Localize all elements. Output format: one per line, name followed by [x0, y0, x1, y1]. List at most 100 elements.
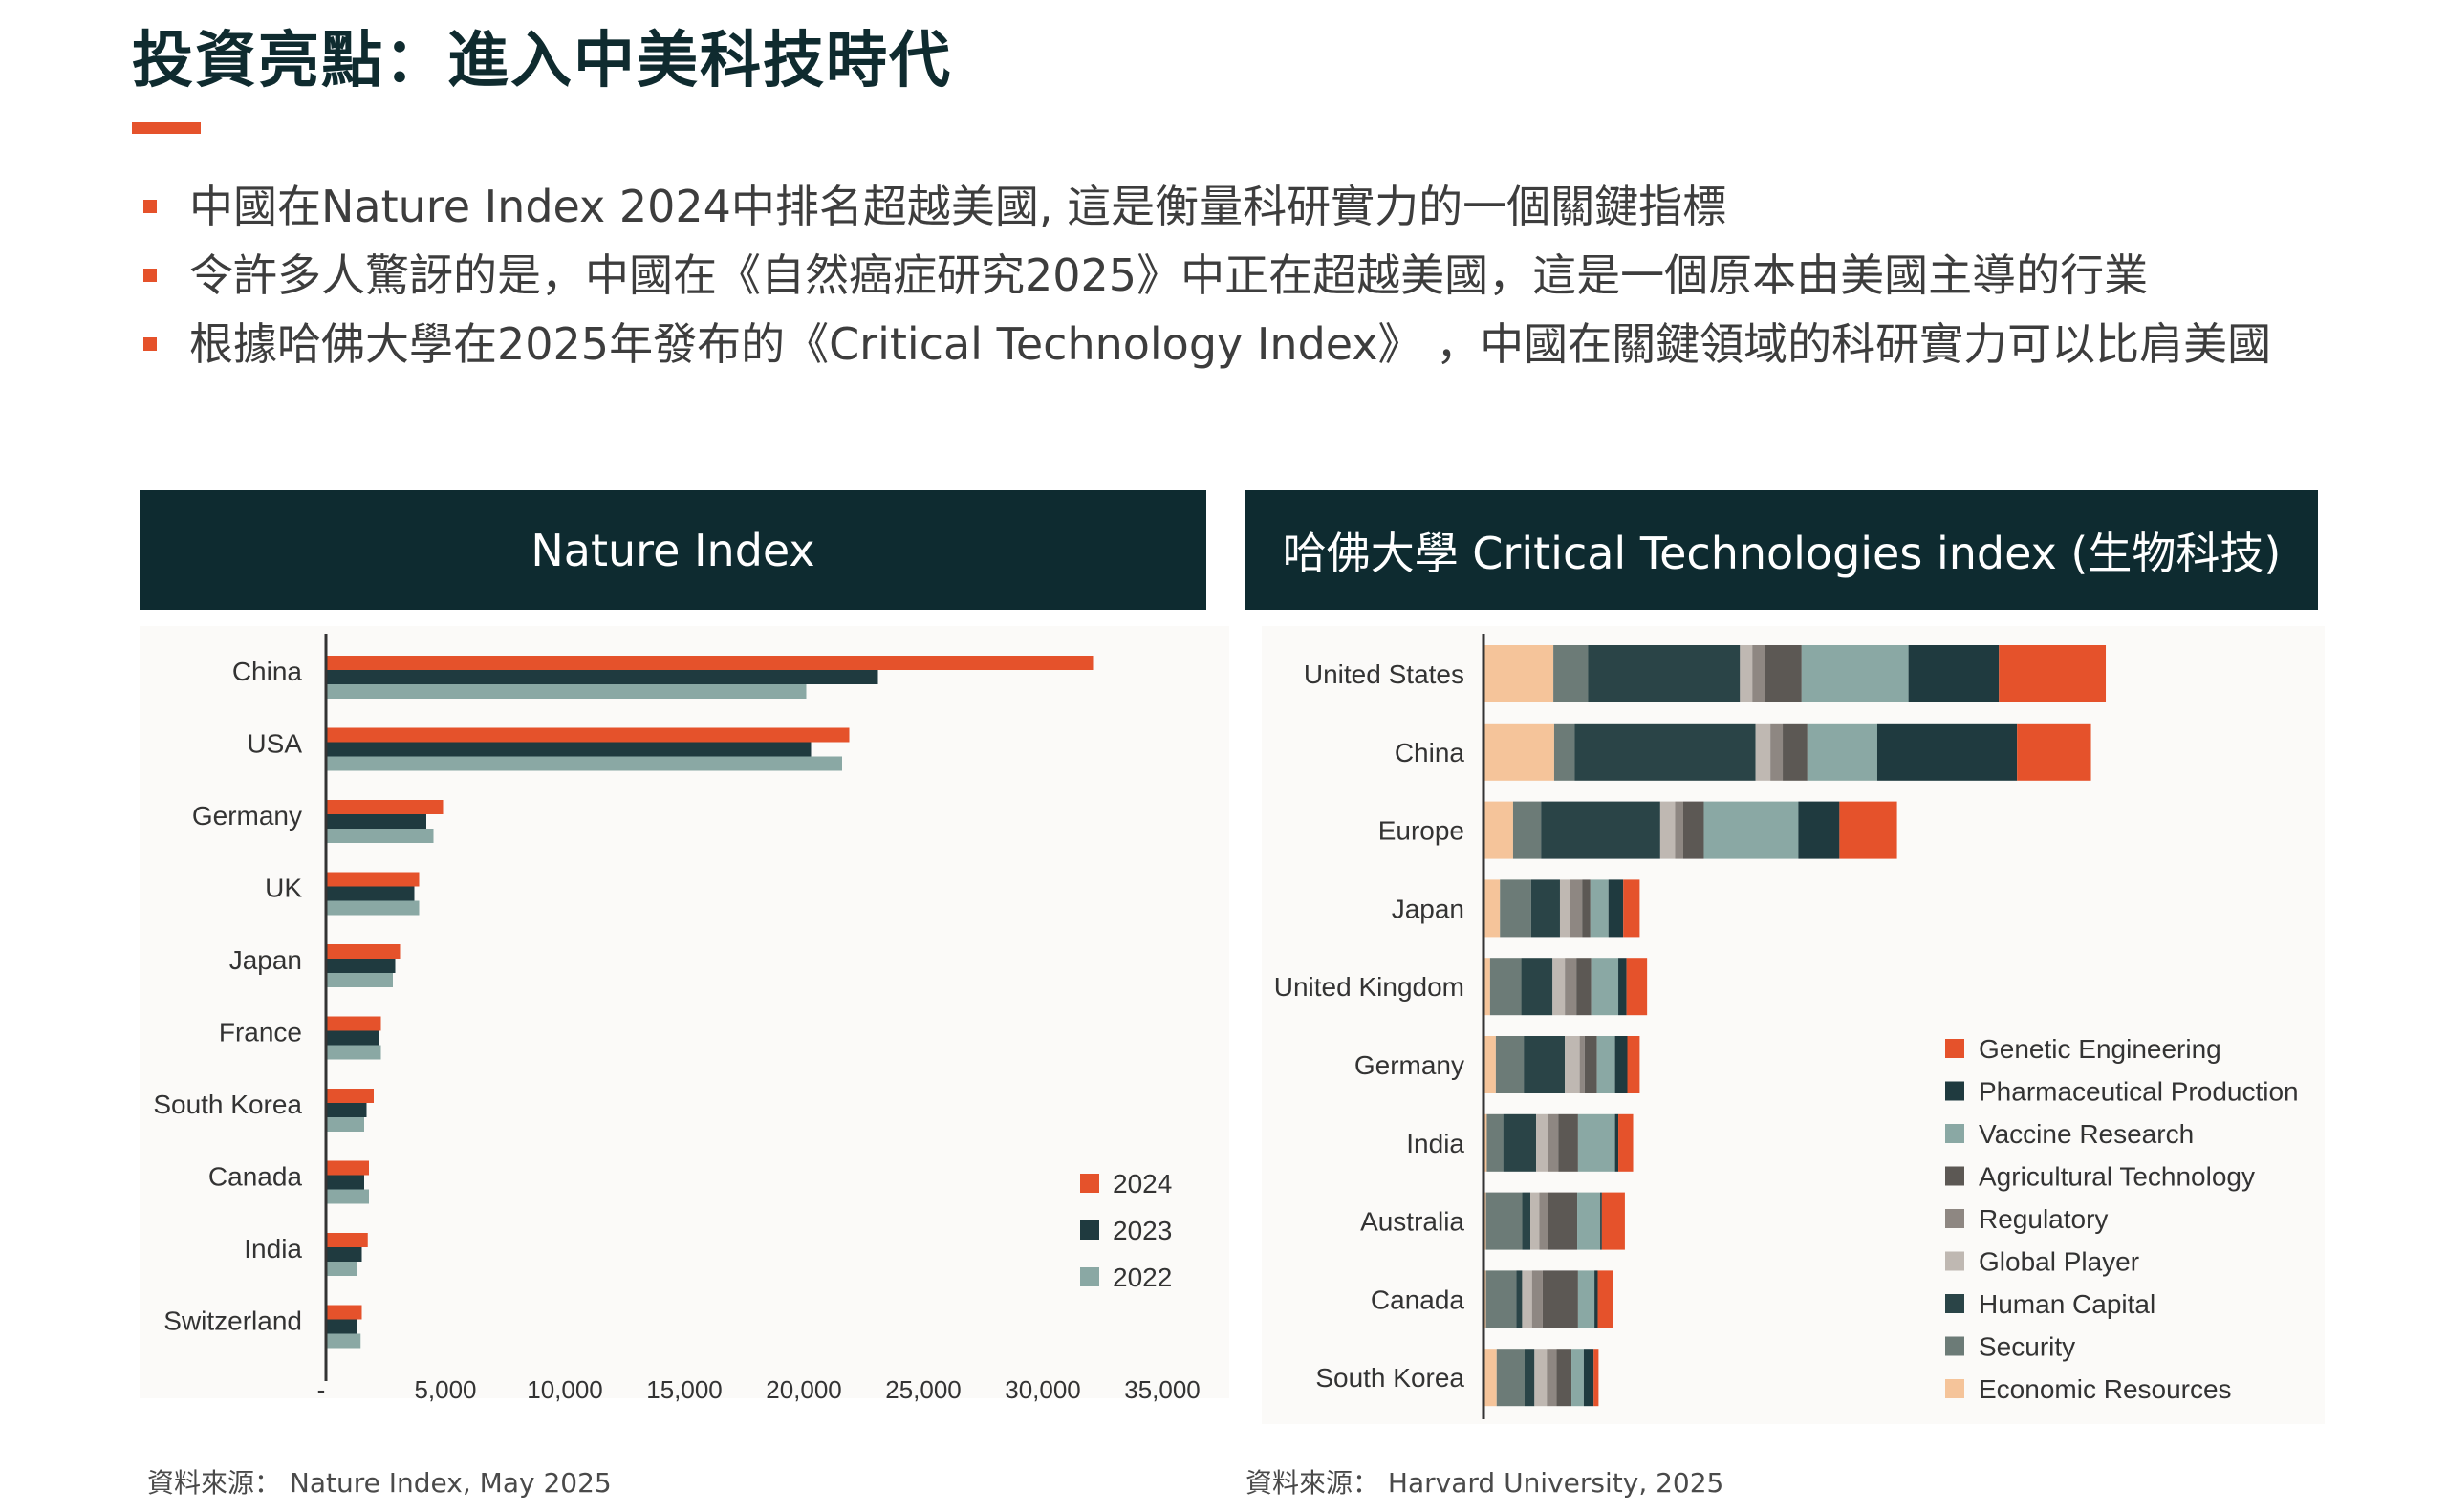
segment-human-capital: [1503, 1113, 1537, 1172]
category-label: Europe: [1378, 816, 1464, 846]
bar-2024: [326, 800, 444, 814]
segment-economic-resources: [1483, 958, 1490, 1016]
category-label: China: [232, 657, 303, 686]
category-label: Australia: [1360, 1207, 1464, 1237]
legend-label: Agricultural Technology: [1979, 1162, 2255, 1192]
category-label: USA: [247, 729, 302, 759]
segment-agricultural-technology: [1556, 1349, 1572, 1407]
segment-vaccine-research: [1571, 1349, 1584, 1407]
segment-genetic-engineering: [1627, 1036, 1640, 1093]
segment-agricultural-technology: [1576, 958, 1592, 1016]
segment-pharmaceutical-production: [1594, 1270, 1598, 1328]
segment-regulatory: [1548, 1113, 1559, 1172]
bar-2022: [326, 1262, 357, 1276]
segment-human-capital: [1574, 723, 1756, 781]
segment-pharmaceutical-production: [1618, 958, 1627, 1016]
nature-index-chart: China USA Germany UK Japan France South Korea C…: [140, 626, 1229, 1404]
segment-global-player: [1559, 879, 1570, 938]
segment-vaccine-research: [1591, 958, 1619, 1016]
category-label: India: [1406, 1129, 1464, 1158]
category-label: India: [244, 1234, 302, 1264]
segment-global-player: [1740, 645, 1753, 702]
segment-genetic-engineering: [1839, 801, 1897, 859]
segment-global-player: [1530, 1192, 1540, 1250]
bar-2023: [326, 1175, 364, 1190]
bullet-square-icon: [143, 337, 157, 351]
segment-regulatory: [1752, 645, 1765, 702]
segment-security: [1553, 645, 1589, 702]
harvard-index-chart: United States China Europe Japan United King…: [1262, 626, 2325, 1424]
category-label: Germany: [1354, 1050, 1464, 1080]
highlight-text: 根據哈佛大學在2025年發布的《Critical Technology Inde…: [189, 318, 2272, 370]
segment-economic-resources: [1483, 879, 1501, 938]
legend-label: Human Capital: [1979, 1289, 2155, 1319]
segment-economic-resources: [1483, 1349, 1497, 1407]
segment-human-capital: [1516, 1270, 1523, 1328]
bar-2022: [326, 1117, 364, 1132]
bar-2023: [326, 1247, 362, 1262]
segment-security: [1553, 723, 1575, 781]
highlight-text: 中國在Nature Index 2024中排名超越美國, 這是衡量科研實力的一個…: [189, 181, 1727, 232]
segment-global-player: [1536, 1113, 1548, 1172]
x-tick-label: 35,000: [1124, 1375, 1201, 1404]
segment-agricultural-technology: [1584, 1036, 1597, 1093]
segment-regulatory: [1565, 958, 1577, 1016]
legend-swatch: [1080, 1267, 1099, 1286]
x-tick-label: 20,000: [766, 1375, 842, 1404]
bullet-square-icon: [143, 200, 157, 213]
legend-label: 2023: [1113, 1216, 1172, 1245]
bar-2024: [326, 1016, 381, 1031]
legend-swatch: [1945, 1336, 1964, 1356]
legend-label: Vaccine Research: [1979, 1119, 2194, 1149]
category-label: Japan: [1392, 894, 1464, 923]
legend-label: Pharmaceutical Production: [1979, 1077, 2299, 1107]
x-tick-label: -: [317, 1375, 326, 1404]
legend-swatch: [1945, 1379, 1964, 1398]
segment-vaccine-research: [1703, 801, 1799, 859]
bar-2023: [326, 742, 812, 757]
nature-source: 資料來源： Nature Index, May 2025: [147, 1462, 612, 1501]
category-label: Germany: [192, 801, 302, 831]
bullet-square-icon: [143, 269, 157, 282]
x-tick-label: 10,000: [527, 1375, 603, 1404]
segment-security: [1485, 1192, 1523, 1250]
x-tick-label: 25,000: [885, 1375, 962, 1404]
bar-2024: [326, 944, 401, 959]
segment-global-player: [1522, 1270, 1532, 1328]
bar-2023: [326, 1319, 357, 1334]
segment-agricultural-technology: [1765, 645, 1802, 702]
title-underline: [132, 122, 201, 134]
segment-economic-resources: [1483, 801, 1513, 859]
segment-security: [1512, 801, 1542, 859]
segment-security: [1485, 1270, 1517, 1328]
segment-security: [1486, 1113, 1504, 1172]
bar-2024: [326, 872, 420, 887]
category-label: South Korea: [1315, 1363, 1464, 1393]
bar-2024: [326, 1089, 374, 1103]
segment-agricultural-technology: [1783, 723, 1808, 781]
segment-vaccine-research: [1577, 1192, 1601, 1250]
bar-2022: [326, 1045, 381, 1060]
category-label: UK: [265, 874, 302, 903]
legend-label: Economic Resources: [1979, 1374, 2232, 1404]
legend-swatch: [1945, 1081, 1964, 1101]
legend-label: 2022: [1113, 1263, 1172, 1292]
bar-2022: [326, 829, 434, 843]
category-label: South Korea: [153, 1090, 302, 1119]
bar-2022: [326, 684, 807, 699]
segment-pharmaceutical-production: [1798, 801, 1840, 859]
legend-swatch: [1945, 1166, 1964, 1186]
bar-2023: [326, 1103, 367, 1117]
segment-vaccine-research: [1577, 1113, 1615, 1172]
segment-regulatory: [1570, 879, 1583, 938]
segment-genetic-engineering: [1593, 1349, 1599, 1407]
legend-swatch: [1945, 1209, 1964, 1228]
segment-regulatory: [1531, 1270, 1543, 1328]
x-tick-label: 15,000: [646, 1375, 723, 1404]
segment-global-player: [1552, 958, 1566, 1016]
x-tick-label: 30,000: [1005, 1375, 1081, 1404]
source-text: Nature Index, May 2025: [289, 1467, 612, 1499]
category-label: China: [1395, 738, 1465, 767]
legend-label: Regulatory: [1979, 1204, 2108, 1234]
category-label: France: [219, 1018, 302, 1048]
